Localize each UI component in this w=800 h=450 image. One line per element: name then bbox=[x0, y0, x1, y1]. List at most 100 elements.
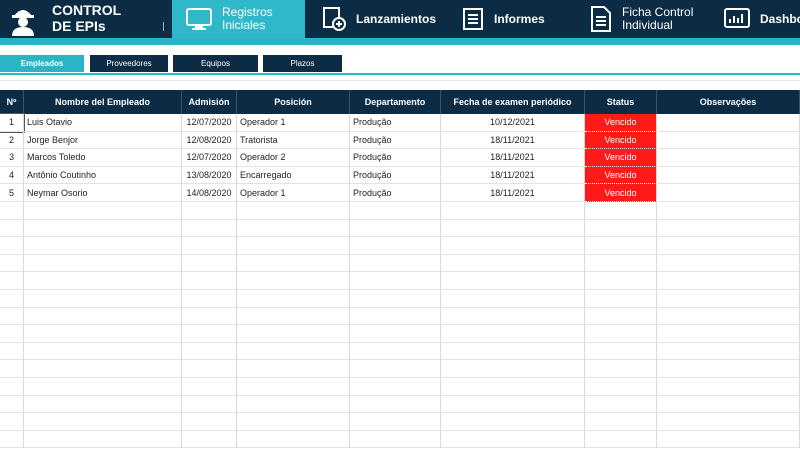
tab[interactable]: Equipos bbox=[173, 55, 258, 72]
empty-cell bbox=[441, 360, 585, 378]
empty-cell bbox=[350, 430, 441, 449]
empty-cell bbox=[350, 290, 441, 308]
top-bar: CONTROL DE EPIs Registros Iniciales Lanz… bbox=[0, 0, 800, 38]
table-cell: Produção bbox=[350, 184, 441, 202]
empty-cell bbox=[441, 325, 585, 343]
empty-cell bbox=[585, 325, 657, 343]
empty-cell bbox=[657, 395, 800, 414]
empty-cell bbox=[350, 342, 441, 361]
column-header: Posición bbox=[237, 90, 350, 114]
empty-cell bbox=[350, 237, 441, 255]
empty-cell bbox=[350, 254, 441, 273]
table-cell: Vencido bbox=[585, 114, 657, 132]
table-cell: 18/11/2021 bbox=[441, 166, 585, 185]
empty-cell bbox=[237, 307, 350, 326]
nav-item[interactable]: Ficha Control Individual bbox=[590, 0, 720, 38]
empty-cell bbox=[350, 307, 441, 326]
empty-cell bbox=[585, 360, 657, 378]
empty-cell bbox=[182, 272, 237, 290]
empty-cell bbox=[657, 237, 800, 255]
empty-cell bbox=[585, 342, 657, 361]
accent-strip bbox=[0, 38, 800, 45]
empty-cell bbox=[0, 395, 24, 414]
empty-cell bbox=[0, 430, 24, 449]
empty-cell bbox=[237, 219, 350, 238]
table-cell: Vencido bbox=[585, 149, 657, 167]
table-cell: Vencido bbox=[585, 166, 657, 185]
table-cell: Encarregado bbox=[237, 166, 350, 185]
nav-item[interactable]: Informes bbox=[462, 0, 582, 38]
nav-label: Lanzamientos bbox=[356, 12, 437, 26]
table-cell: Produção bbox=[350, 131, 441, 150]
empty-cell bbox=[585, 254, 657, 273]
empty-cell bbox=[657, 131, 800, 150]
nav-icon bbox=[724, 8, 750, 28]
nav-icon bbox=[591, 6, 611, 32]
empty-cell bbox=[441, 254, 585, 273]
empty-cell bbox=[0, 325, 24, 343]
empty-cell bbox=[0, 413, 24, 431]
empty-cell bbox=[585, 430, 657, 449]
empty-cell bbox=[182, 325, 237, 343]
empty-cell bbox=[657, 342, 800, 361]
tab[interactable]: Plazos bbox=[263, 55, 342, 72]
logo-icon bbox=[12, 10, 34, 36]
empty-cell bbox=[0, 237, 24, 255]
empty-cell bbox=[657, 219, 800, 238]
empty-cell bbox=[0, 342, 24, 361]
table-cell: Neymar Osorio bbox=[24, 184, 182, 202]
table-cell: Operador 1 bbox=[237, 114, 350, 132]
empty-cell bbox=[182, 378, 237, 396]
empty-cell bbox=[237, 254, 350, 273]
table-cell: 18/11/2021 bbox=[441, 149, 585, 167]
empty-cell bbox=[0, 254, 24, 273]
empty-cell bbox=[182, 430, 237, 449]
empty-cell bbox=[237, 413, 350, 431]
empty-cell bbox=[237, 290, 350, 308]
cursor bbox=[163, 22, 164, 31]
nav-item[interactable]: Registros Iniciales bbox=[172, 0, 305, 38]
empty-cell bbox=[24, 342, 182, 361]
empty-cell bbox=[657, 307, 800, 326]
empty-cell bbox=[350, 378, 441, 396]
empty-cell bbox=[24, 254, 182, 273]
table-cell: 4 bbox=[0, 166, 24, 185]
empty-cell bbox=[0, 290, 24, 308]
empty-cell bbox=[585, 237, 657, 255]
empty-cell bbox=[182, 413, 237, 431]
empty-cell bbox=[441, 202, 585, 220]
empty-cell bbox=[441, 430, 585, 449]
title-line: DE EPIs bbox=[52, 18, 106, 34]
empty-cell bbox=[24, 272, 182, 290]
empty-cell bbox=[237, 237, 350, 255]
title-line: CONTROL bbox=[52, 2, 122, 18]
empty-cell bbox=[350, 360, 441, 378]
empty-cell bbox=[441, 307, 585, 326]
column-header: Nº bbox=[0, 90, 24, 114]
empty-cell bbox=[441, 342, 585, 361]
column-header: Admisión bbox=[182, 90, 237, 114]
tab[interactable]: Proveedores bbox=[90, 55, 168, 72]
empty-cell bbox=[237, 325, 350, 343]
table-cell: 13/08/2020 bbox=[182, 166, 237, 185]
empty-cell bbox=[0, 272, 24, 290]
nav-item[interactable]: Dashboard bbox=[724, 0, 800, 38]
table-cell: 18/11/2021 bbox=[441, 131, 585, 150]
empty-cell bbox=[441, 378, 585, 396]
empty-cell bbox=[657, 254, 800, 273]
logo-title: CONTROL DE EPIs bbox=[52, 2, 121, 34]
empty-cell bbox=[350, 395, 441, 414]
nav-item[interactable]: Lanzamientos bbox=[322, 0, 452, 38]
tab[interactable]: Empleados bbox=[0, 55, 84, 72]
empty-cell bbox=[657, 360, 800, 378]
empty-cell bbox=[350, 325, 441, 343]
empty-cell bbox=[24, 237, 182, 255]
empty-cell bbox=[350, 202, 441, 220]
empty-cell bbox=[350, 272, 441, 290]
empty-cell bbox=[237, 360, 350, 378]
empty-cell bbox=[24, 307, 182, 326]
empty-cell bbox=[657, 272, 800, 290]
empty-cell bbox=[24, 395, 182, 414]
empty-cell bbox=[182, 254, 237, 273]
